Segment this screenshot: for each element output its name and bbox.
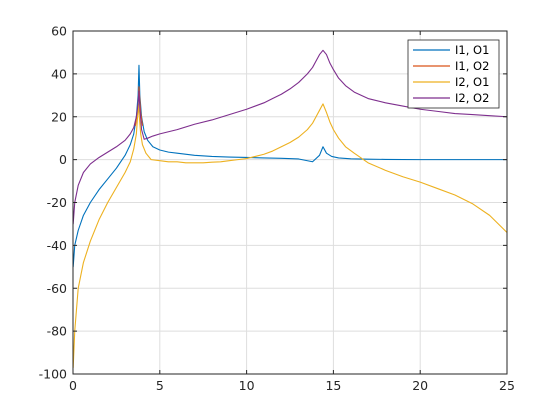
x-tick-label: 20 <box>412 378 428 393</box>
x-axis: 0 5 10 15 20 25 <box>69 31 515 393</box>
y-tick-label: 20 <box>51 109 67 124</box>
y-tick-label: -40 <box>47 238 67 253</box>
y-tick-label: 60 <box>51 24 67 39</box>
series-line-i1-o1 <box>72 64 508 268</box>
series-line-i2-o2 <box>72 49 508 225</box>
series-layer <box>72 49 508 369</box>
y-tick-label: -60 <box>47 281 67 296</box>
series-line-i2-o1 <box>72 103 508 369</box>
x-tick-label: 15 <box>325 378 341 393</box>
y-tick-label: 40 <box>51 66 67 81</box>
y-tick-label: -80 <box>47 324 67 339</box>
legend: I1, O1 I1, O2 I2, O1 I2, O2 <box>407 39 500 109</box>
y-tick-label: -20 <box>47 195 67 210</box>
legend-box <box>407 39 500 109</box>
y-tick-label: -100 <box>39 367 67 382</box>
x-tick-label: 5 <box>156 378 164 393</box>
x-tick-label: 25 <box>499 378 515 393</box>
x-tick-label: 0 <box>69 378 77 393</box>
legend-entry: I2, O2 <box>455 91 489 105</box>
legend-entry: I1, O2 <box>455 59 489 73</box>
y-tick-label: 0 <box>59 152 67 167</box>
y-axis: -100 -80 -60 -40 -20 0 20 40 60 <box>39 24 507 382</box>
legend-entry: I1, O1 <box>455 43 489 57</box>
legend-entry: I2, O1 <box>455 75 489 89</box>
x-tick-label: 10 <box>239 378 255 393</box>
